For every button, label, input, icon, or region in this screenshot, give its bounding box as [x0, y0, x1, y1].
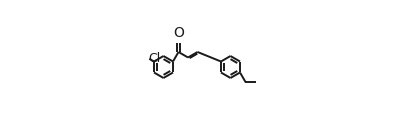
Text: Cl: Cl — [148, 52, 161, 65]
Text: O: O — [173, 26, 184, 40]
